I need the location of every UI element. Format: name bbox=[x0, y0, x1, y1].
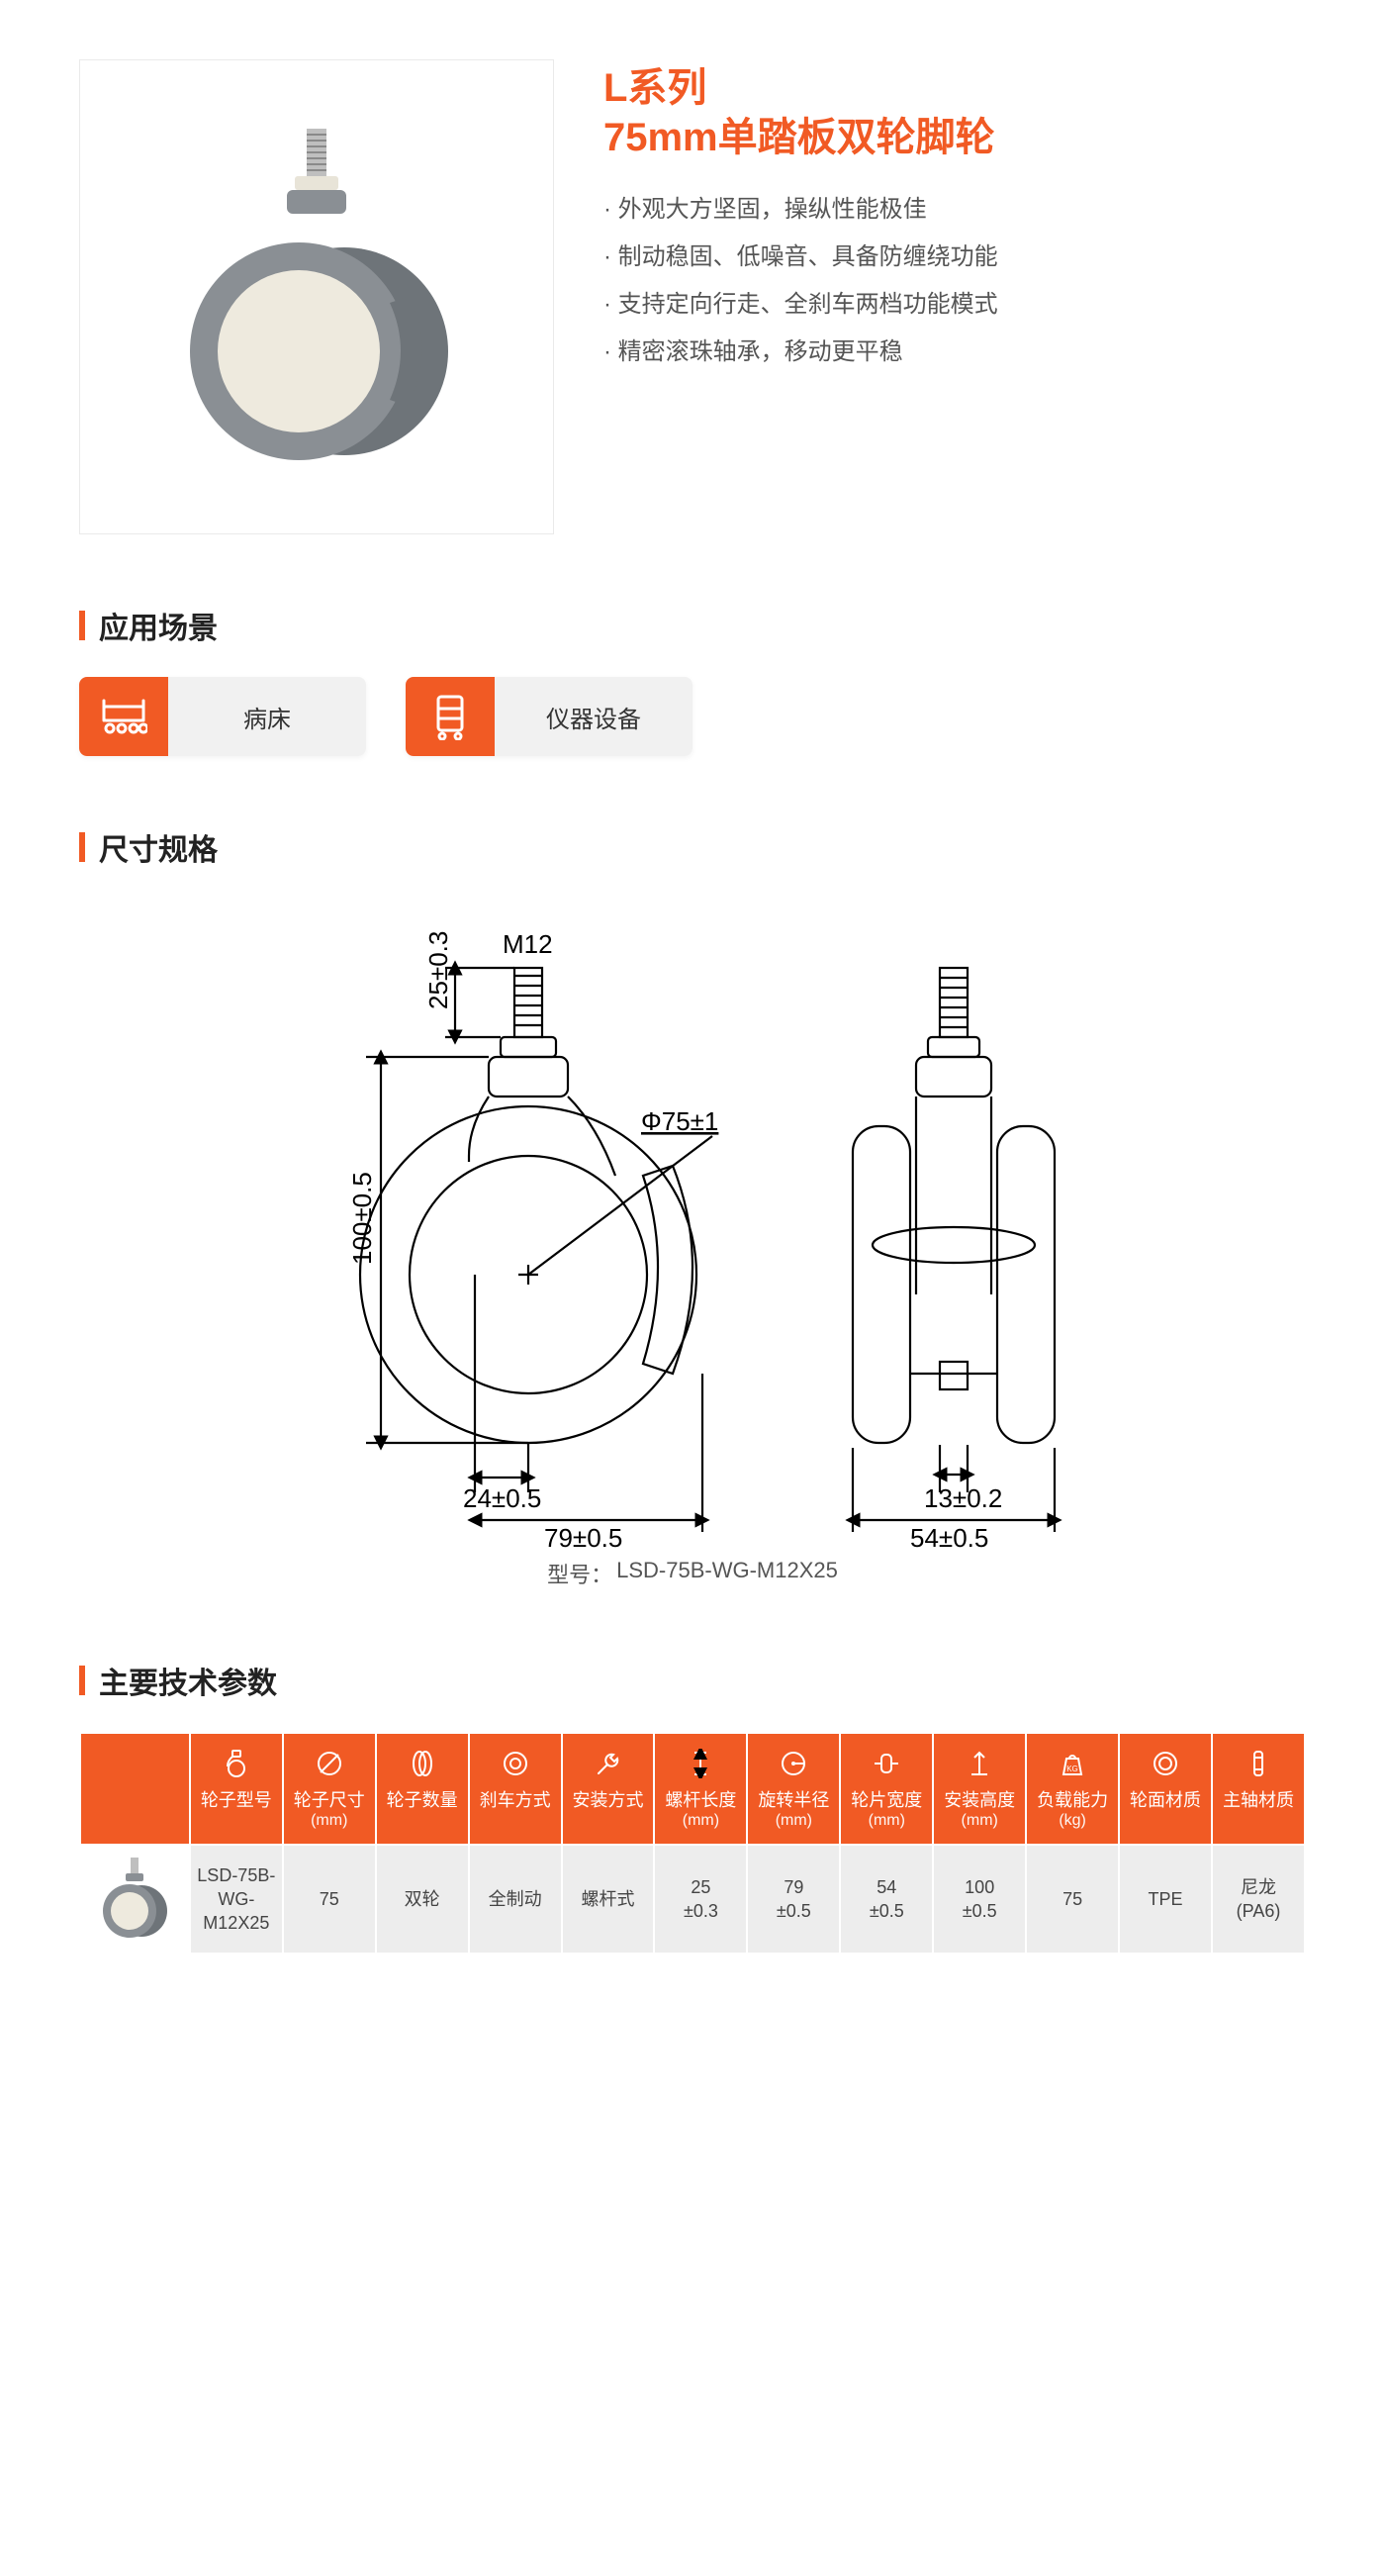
axle-icon bbox=[1217, 1744, 1300, 1783]
bed-icon bbox=[79, 677, 168, 756]
instrument-icon bbox=[406, 677, 495, 756]
dimension-drawing: M12 25±0.3 100±0.5 Φ75±1 24±0.5 bbox=[79, 899, 1306, 1589]
application-item: 仪器设备 bbox=[406, 677, 692, 756]
heading-label: 应用场景 bbox=[99, 604, 218, 647]
application-item: 病床 bbox=[79, 677, 366, 756]
len-icon bbox=[659, 1744, 742, 1783]
spec-header: 安装方式 bbox=[563, 1734, 654, 1844]
spec-row-image bbox=[81, 1846, 189, 1954]
dim-label-wheel-dia: Φ75±1 bbox=[641, 1106, 718, 1136]
wrench-icon bbox=[567, 1744, 650, 1783]
spec-cell: 双轮 bbox=[377, 1846, 468, 1954]
spec-header: 刹车方式 bbox=[470, 1734, 561, 1844]
application-label: 仪器设备 bbox=[495, 677, 692, 756]
dim-label-offset: 24±0.5 bbox=[463, 1483, 541, 1513]
heading-bar bbox=[79, 1666, 85, 1695]
spec-cell: 75 bbox=[284, 1846, 375, 1954]
spec-header: 安装高度(mm) bbox=[934, 1734, 1025, 1844]
spec-header: 螺杆长度(mm) bbox=[655, 1734, 746, 1844]
applications-row: 病床 仪器设备 bbox=[79, 677, 1306, 756]
spec-cell: 全制动 bbox=[470, 1846, 561, 1954]
load-icon: KG bbox=[1031, 1744, 1114, 1783]
hero-title-line1: L系列 bbox=[603, 63, 998, 113]
hero-bullet: 支持定向行走、全刹车两档功能模式 bbox=[603, 281, 998, 329]
caster-icon bbox=[195, 1744, 278, 1783]
section-heading-dimensions: 尺寸规格 bbox=[79, 825, 1306, 869]
dim-label-wheel-w: 54±0.5 bbox=[910, 1523, 988, 1552]
hero-title-line2: 75mm单踏板双轮脚轮 bbox=[603, 113, 998, 162]
spec-row: LSD-75B-WG-M12X25 75 双轮 全制动 螺杆式 25±0.3 7… bbox=[81, 1846, 1304, 1954]
spec-cell: 54±0.5 bbox=[841, 1846, 932, 1954]
spec-header: 主轴材质 bbox=[1213, 1734, 1304, 1844]
width-icon bbox=[845, 1744, 928, 1783]
spec-cell: 75 bbox=[1027, 1846, 1118, 1954]
spec-cell: 螺杆式 bbox=[563, 1846, 654, 1954]
section-heading-applications: 应用场景 bbox=[79, 604, 1306, 647]
spec-cell: 尼龙(PA6) bbox=[1213, 1846, 1304, 1954]
spec-cell: 79±0.5 bbox=[748, 1846, 839, 1954]
section-heading-specs: 主要技术参数 bbox=[79, 1659, 1306, 1702]
spec-header: 轮子型号 bbox=[191, 1734, 282, 1844]
spec-cell: 25±0.3 bbox=[655, 1846, 746, 1954]
caption-prefix: 型号： bbox=[547, 1558, 612, 1589]
count-icon bbox=[381, 1744, 464, 1783]
application-label: 病床 bbox=[168, 677, 366, 756]
hero-bullet: 制动稳固、低噪音、具备防缠绕功能 bbox=[603, 234, 998, 281]
spec-header: KG 负载能力(kg) bbox=[1027, 1734, 1118, 1844]
heading-bar bbox=[79, 832, 85, 862]
caster-illustration bbox=[158, 119, 475, 475]
spec-cell: TPE bbox=[1120, 1846, 1211, 1954]
heading-label: 尺寸规格 bbox=[99, 825, 218, 869]
spec-header: 旋转半径(mm) bbox=[748, 1734, 839, 1844]
radius-icon bbox=[752, 1744, 835, 1783]
product-image bbox=[79, 59, 554, 534]
spec-cell: 100±0.5 bbox=[934, 1846, 1025, 1954]
heading-bar bbox=[79, 611, 85, 640]
dia-icon bbox=[288, 1744, 371, 1783]
dim-label-thread: M12 bbox=[503, 929, 553, 959]
spec-header: 轮面材质 bbox=[1120, 1734, 1211, 1844]
caption-model: LSD-75B-WG-M12X25 bbox=[616, 1558, 838, 1589]
spec-header-blank bbox=[81, 1734, 189, 1844]
dimension-caption: 型号： LSD-75B-WG-M12X25 bbox=[547, 1558, 838, 1589]
height-icon bbox=[938, 1744, 1021, 1783]
spec-table: 轮子型号 轮子尺寸(mm) 轮子数量 刹车方式 安装方式 bbox=[79, 1732, 1306, 1955]
hero-text: L系列 75mm单踏板双轮脚轮 外观大方坚固，操纵性能极佳 制动稳固、低噪音、具… bbox=[603, 59, 998, 534]
spec-header: 轮子数量 bbox=[377, 1734, 468, 1844]
hero-bullets: 外观大方坚固，操纵性能极佳 制动稳固、低噪音、具备防缠绕功能 支持定向行走、全刹… bbox=[603, 186, 998, 376]
svg-text:KG: KG bbox=[1066, 1765, 1078, 1773]
heading-label: 主要技术参数 bbox=[99, 1659, 277, 1702]
spec-header-row: 轮子型号 轮子尺寸(mm) 轮子数量 刹车方式 安装方式 bbox=[81, 1734, 1304, 1844]
dim-label-swivel-r: 79±0.5 bbox=[544, 1523, 622, 1552]
dim-label-install-h: 100±0.5 bbox=[347, 1172, 377, 1265]
spec-cell: LSD-75B-WG-M12X25 bbox=[191, 1846, 282, 1954]
dim-label-thread-len: 25±0.3 bbox=[423, 931, 453, 1009]
dim-label-hub-w: 13±0.2 bbox=[924, 1483, 1002, 1513]
tread-icon bbox=[1124, 1744, 1207, 1783]
hero-bullet: 外观大方坚固，操纵性能极佳 bbox=[603, 186, 998, 234]
brake-icon bbox=[474, 1744, 557, 1783]
hero-bullet: 精密滚珠轴承，移动更平稳 bbox=[603, 329, 998, 376]
spec-header: 轮片宽度(mm) bbox=[841, 1734, 932, 1844]
hero-section: L系列 75mm单踏板双轮脚轮 外观大方坚固，操纵性能极佳 制动稳固、低噪音、具… bbox=[79, 59, 1306, 534]
spec-header: 轮子尺寸(mm) bbox=[284, 1734, 375, 1844]
